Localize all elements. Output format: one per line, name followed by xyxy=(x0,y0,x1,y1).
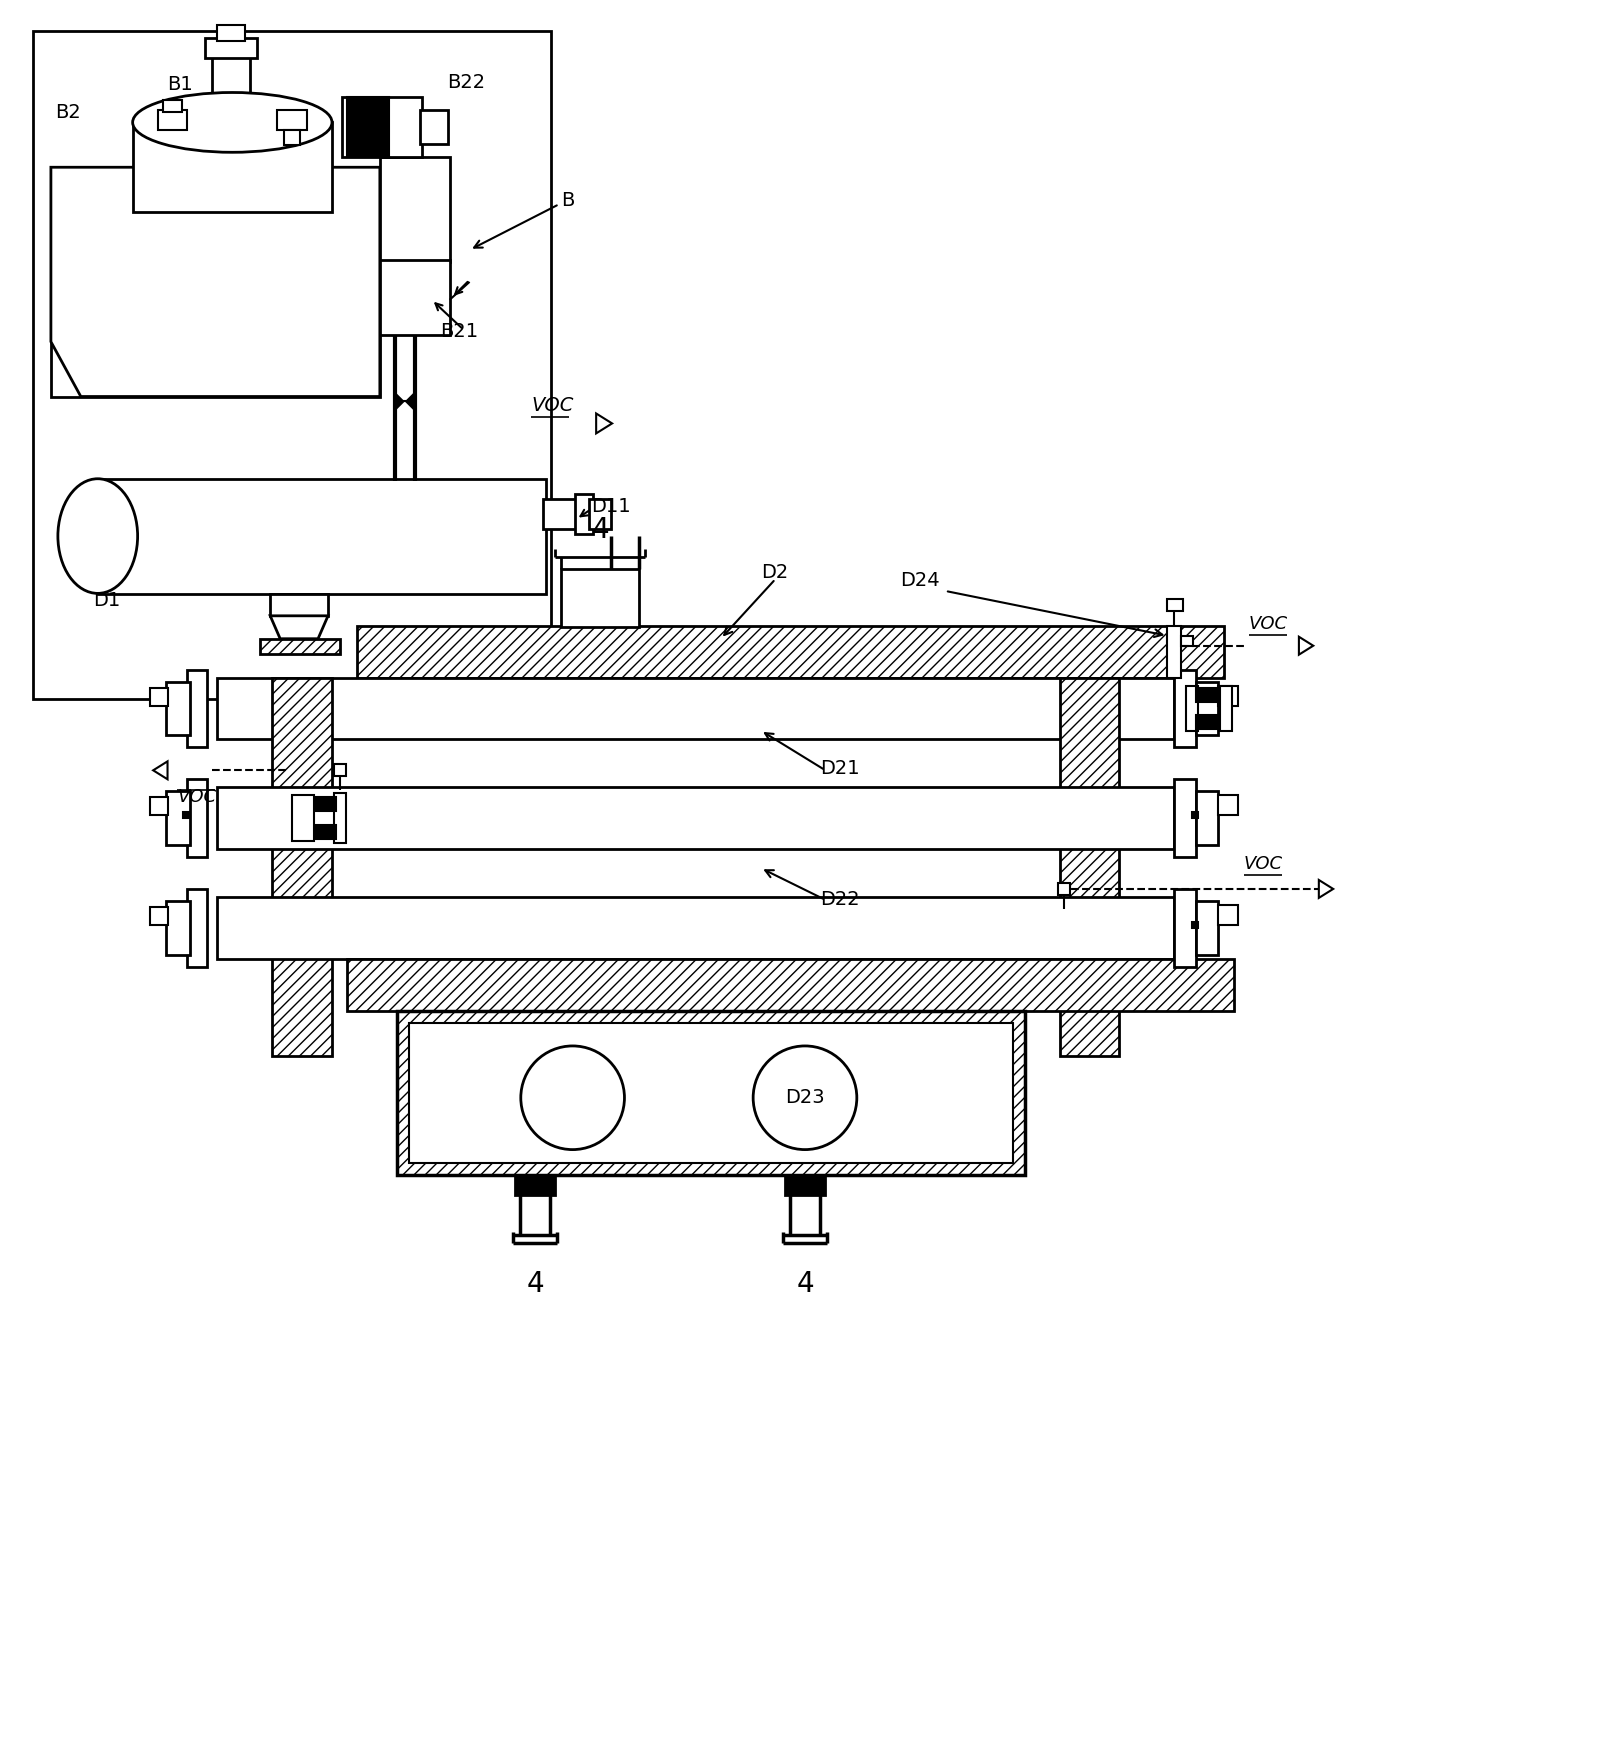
Bar xyxy=(347,959,1234,1010)
Bar xyxy=(1218,905,1238,925)
Bar xyxy=(334,765,346,777)
Bar xyxy=(149,688,168,706)
Bar xyxy=(314,826,336,839)
Bar xyxy=(314,798,336,812)
Bar xyxy=(1221,685,1232,732)
Bar xyxy=(149,798,168,815)
Bar xyxy=(34,31,552,699)
Bar xyxy=(149,907,168,925)
Bar xyxy=(1059,678,1120,1057)
Polygon shape xyxy=(51,167,379,396)
Bar xyxy=(1218,685,1238,706)
Bar xyxy=(187,779,208,857)
Text: B: B xyxy=(562,191,574,210)
Bar xyxy=(1197,791,1218,845)
Text: B21: B21 xyxy=(440,322,478,341)
Bar xyxy=(576,494,594,534)
Bar xyxy=(1168,600,1184,610)
Circle shape xyxy=(520,1046,624,1149)
Bar xyxy=(187,888,208,966)
Bar xyxy=(1181,636,1194,647)
Bar xyxy=(1174,888,1197,966)
Polygon shape xyxy=(395,391,405,412)
Bar xyxy=(165,791,190,845)
Bar xyxy=(1197,900,1218,954)
Bar xyxy=(277,111,307,130)
Text: 4: 4 xyxy=(592,516,610,544)
Bar xyxy=(1192,812,1198,819)
Bar xyxy=(786,1175,826,1196)
Polygon shape xyxy=(405,391,414,412)
Text: VOC: VOC xyxy=(178,789,216,806)
Bar xyxy=(408,1022,1013,1163)
Bar xyxy=(1174,779,1197,857)
Bar xyxy=(133,122,333,212)
Polygon shape xyxy=(270,615,328,640)
Bar xyxy=(184,812,189,819)
Bar xyxy=(379,261,450,335)
Text: 4: 4 xyxy=(797,1270,814,1298)
Bar xyxy=(165,681,190,735)
Bar xyxy=(1058,883,1070,895)
Text: D23: D23 xyxy=(786,1088,824,1107)
Bar xyxy=(218,897,1174,959)
Bar xyxy=(293,796,314,841)
Text: D21: D21 xyxy=(821,760,861,779)
Circle shape xyxy=(754,1046,858,1149)
Ellipse shape xyxy=(133,92,333,153)
Bar xyxy=(1197,716,1221,730)
Bar xyxy=(272,678,333,1057)
Polygon shape xyxy=(154,761,168,779)
Bar xyxy=(334,793,346,843)
Bar xyxy=(342,97,422,156)
Bar xyxy=(218,678,1174,739)
Text: VOC: VOC xyxy=(531,396,574,415)
Bar xyxy=(544,499,578,528)
Bar xyxy=(379,156,450,262)
Polygon shape xyxy=(1318,879,1333,899)
Ellipse shape xyxy=(58,478,138,593)
Bar xyxy=(213,52,250,125)
Bar xyxy=(51,167,379,396)
Bar xyxy=(1197,681,1218,735)
Bar xyxy=(419,111,448,144)
Bar xyxy=(163,101,182,113)
Bar xyxy=(347,97,389,156)
Bar xyxy=(1168,626,1181,678)
Text: VOC: VOC xyxy=(1250,615,1288,633)
Bar xyxy=(205,38,258,57)
Bar xyxy=(562,568,638,627)
Text: B1: B1 xyxy=(168,75,194,94)
Bar xyxy=(261,640,339,653)
Polygon shape xyxy=(597,414,613,433)
Bar xyxy=(1218,796,1238,815)
Text: VOC: VOC xyxy=(1245,855,1283,872)
Text: D1: D1 xyxy=(93,591,120,610)
Text: D11: D11 xyxy=(590,497,630,516)
Bar xyxy=(397,1010,1024,1175)
Bar xyxy=(285,130,301,146)
Text: B22: B22 xyxy=(446,73,485,92)
Bar xyxy=(187,669,208,747)
Bar xyxy=(1174,669,1197,747)
Bar xyxy=(1186,685,1198,732)
Bar xyxy=(98,480,546,594)
Bar xyxy=(270,594,328,615)
Polygon shape xyxy=(1299,636,1314,655)
Bar xyxy=(589,499,611,528)
Text: B2: B2 xyxy=(54,103,80,122)
Bar xyxy=(357,626,1224,678)
Text: D22: D22 xyxy=(821,890,861,909)
Bar xyxy=(218,787,1174,850)
Bar xyxy=(218,24,245,40)
Bar xyxy=(515,1175,555,1196)
Text: D24: D24 xyxy=(901,572,939,591)
Text: D2: D2 xyxy=(760,563,787,582)
Bar xyxy=(1192,921,1198,928)
Bar xyxy=(1197,688,1221,702)
Bar xyxy=(165,900,190,954)
Text: 4: 4 xyxy=(526,1270,544,1298)
Bar xyxy=(157,111,187,130)
